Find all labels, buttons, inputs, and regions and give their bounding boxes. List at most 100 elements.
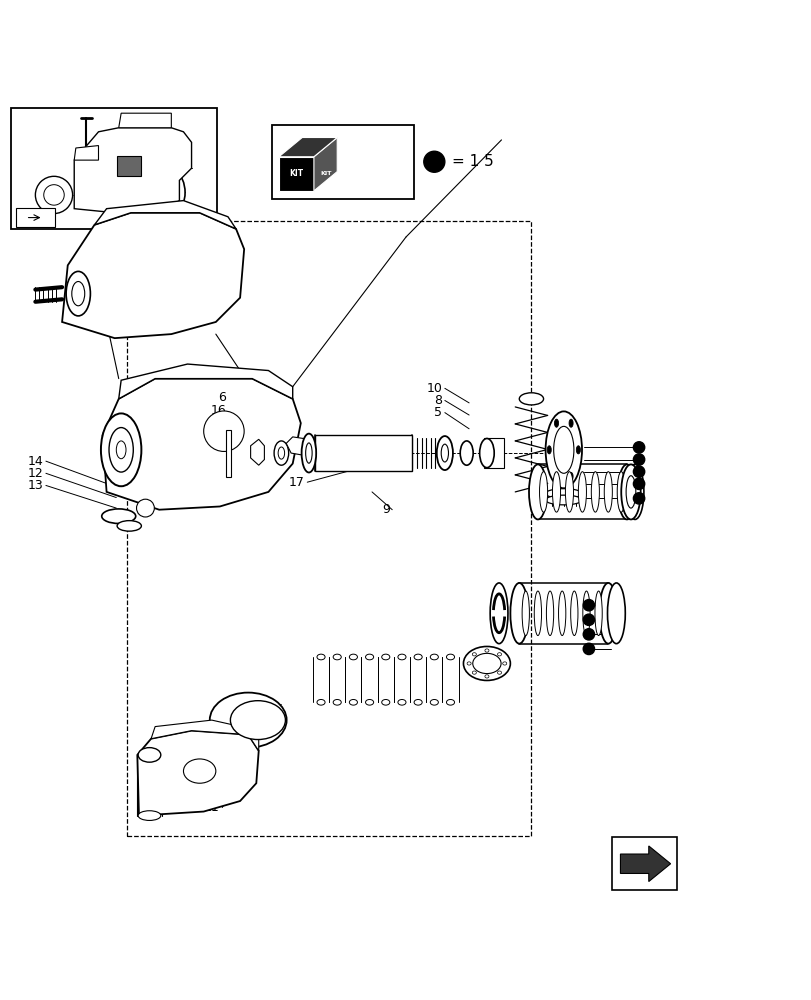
Ellipse shape — [545, 489, 581, 498]
Ellipse shape — [117, 521, 141, 531]
Ellipse shape — [545, 411, 581, 488]
Text: 7: 7 — [212, 789, 220, 802]
Ellipse shape — [521, 591, 529, 636]
Ellipse shape — [209, 693, 286, 748]
Ellipse shape — [349, 699, 357, 705]
Ellipse shape — [554, 419, 558, 427]
Ellipse shape — [551, 472, 560, 512]
Polygon shape — [279, 138, 337, 157]
Circle shape — [633, 454, 644, 465]
Ellipse shape — [183, 759, 216, 783]
Ellipse shape — [436, 436, 453, 470]
Bar — [226, 430, 231, 477]
Ellipse shape — [497, 671, 501, 674]
Ellipse shape — [333, 699, 341, 705]
Bar — [272, 125, 414, 199]
Bar — [11, 108, 217, 229]
Ellipse shape — [577, 472, 586, 512]
Circle shape — [582, 600, 594, 611]
Ellipse shape — [230, 701, 285, 740]
Ellipse shape — [466, 662, 470, 665]
Ellipse shape — [620, 464, 640, 519]
Circle shape — [582, 629, 594, 640]
Ellipse shape — [625, 476, 635, 508]
Circle shape — [423, 151, 444, 172]
Ellipse shape — [546, 591, 553, 636]
Polygon shape — [251, 439, 264, 465]
Bar — [117, 156, 141, 176]
Polygon shape — [151, 720, 259, 751]
Polygon shape — [137, 731, 259, 816]
Ellipse shape — [349, 654, 357, 660]
Text: 17: 17 — [289, 476, 304, 489]
Ellipse shape — [463, 646, 510, 680]
Polygon shape — [315, 435, 412, 471]
Circle shape — [633, 442, 644, 453]
Ellipse shape — [594, 591, 602, 636]
Ellipse shape — [484, 649, 488, 652]
Ellipse shape — [472, 653, 500, 674]
Circle shape — [582, 643, 594, 655]
Ellipse shape — [138, 748, 161, 762]
Ellipse shape — [603, 472, 611, 512]
Circle shape — [36, 176, 72, 214]
Ellipse shape — [430, 654, 438, 660]
Ellipse shape — [472, 653, 476, 656]
Ellipse shape — [569, 472, 573, 481]
Ellipse shape — [510, 583, 527, 644]
Text: KIT: KIT — [320, 171, 331, 176]
Ellipse shape — [131, 172, 171, 213]
Polygon shape — [118, 113, 171, 128]
Circle shape — [136, 499, 154, 517]
Text: 16: 16 — [210, 404, 226, 417]
Text: 4: 4 — [212, 777, 220, 790]
Text: 11: 11 — [204, 801, 220, 814]
Ellipse shape — [558, 591, 565, 636]
Ellipse shape — [539, 472, 547, 512]
Text: 3: 3 — [116, 457, 124, 470]
Polygon shape — [314, 138, 337, 191]
Ellipse shape — [397, 699, 406, 705]
Ellipse shape — [101, 413, 141, 486]
Ellipse shape — [497, 653, 501, 656]
Ellipse shape — [625, 464, 643, 519]
Ellipse shape — [616, 472, 624, 512]
Ellipse shape — [582, 591, 590, 636]
Ellipse shape — [116, 441, 126, 459]
Text: 14: 14 — [28, 455, 44, 468]
Polygon shape — [118, 364, 292, 399]
Bar — [611, 837, 676, 890]
Text: 9: 9 — [381, 503, 389, 516]
Text: 10: 10 — [426, 382, 442, 395]
Text: 2: 2 — [116, 445, 124, 458]
Text: 6: 6 — [218, 391, 226, 404]
Ellipse shape — [316, 699, 324, 705]
Ellipse shape — [333, 654, 341, 660]
Ellipse shape — [479, 438, 494, 468]
Text: 13: 13 — [28, 479, 44, 492]
Ellipse shape — [414, 654, 422, 660]
Ellipse shape — [617, 464, 635, 519]
Ellipse shape — [554, 472, 558, 481]
Bar — [483, 438, 504, 468]
Circle shape — [44, 185, 64, 205]
Ellipse shape — [274, 441, 288, 465]
Ellipse shape — [397, 654, 406, 660]
Circle shape — [141, 182, 161, 203]
Ellipse shape — [138, 811, 161, 820]
Ellipse shape — [446, 654, 454, 660]
Bar — [127, 221, 530, 836]
Text: 8: 8 — [434, 394, 442, 407]
Ellipse shape — [472, 671, 476, 674]
Ellipse shape — [101, 509, 135, 523]
Polygon shape — [102, 379, 300, 510]
Text: KIT: KIT — [289, 169, 303, 178]
Circle shape — [633, 478, 644, 489]
Ellipse shape — [570, 591, 577, 636]
Ellipse shape — [365, 699, 373, 705]
Ellipse shape — [490, 583, 508, 644]
Circle shape — [204, 411, 244, 451]
Ellipse shape — [414, 699, 422, 705]
Ellipse shape — [528, 464, 546, 519]
Polygon shape — [74, 146, 98, 160]
